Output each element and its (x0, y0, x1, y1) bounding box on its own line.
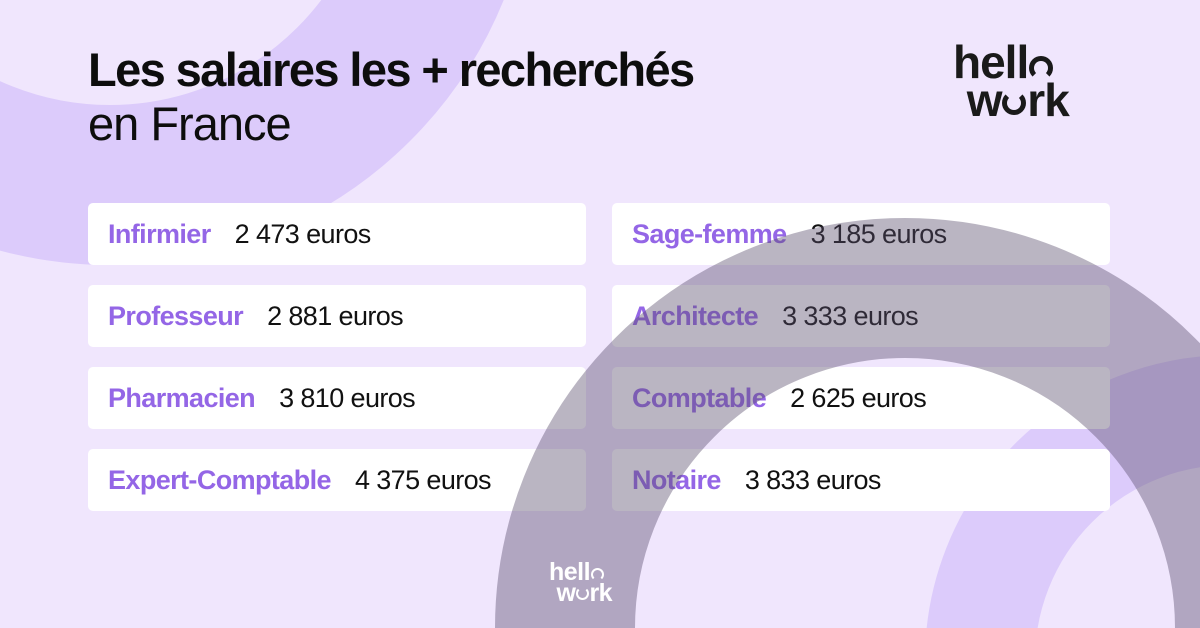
logo-row-2: w rk (966, 73, 1070, 126)
salary-card: Pharmacien 3 810 euros (88, 367, 586, 429)
salary-card: Expert-Comptable 4 375 euros (88, 449, 586, 511)
logo-o-arc-icon (1002, 90, 1027, 115)
job-title: Comptable (632, 382, 767, 413)
logo-o-arc-icon (575, 587, 589, 600)
job-title: Infirmier (108, 218, 211, 249)
job-title: Architecte (632, 300, 759, 331)
salary-value: 2 625 euros (790, 382, 927, 413)
purple-ring-top-left (0, 0, 504, 265)
logo-o-arc-icon (1029, 56, 1054, 81)
job-title: Notaire (632, 464, 721, 495)
salary-value: 3 185 euros (810, 218, 948, 249)
hellowork-logo: hell w rk (953, 39, 1070, 126)
headline: Les salaires les + recherchés en France (88, 43, 695, 152)
purple-ring-bottom-right (926, 356, 1200, 628)
salary-card: Sage-femme 3 185 euros (612, 203, 1110, 265)
logo-o-arc-icon (590, 568, 604, 582)
salary-value: 2 473 euros (234, 218, 372, 249)
salary-card: Notaire 3 833 euros (612, 449, 1110, 511)
headline-line-1: Les salaires les + recherchés (88, 43, 695, 96)
salary-card: Professeur 2 881 euros (88, 285, 586, 347)
salary-value: 2 881 euros (267, 300, 404, 331)
job-title: Professeur (108, 300, 244, 331)
logo-row-2: w rk (556, 578, 613, 607)
salary-card: Comptable 2 625 euros (612, 367, 1110, 429)
logo-row-1: hell (953, 39, 1069, 85)
salary-card: Infirmier 2 473 euros (88, 203, 586, 265)
job-title: Expert-Comptable (108, 464, 332, 495)
job-title: Sage-femme (632, 218, 787, 249)
headline-line-2: en France (88, 97, 292, 150)
hellowork-logo-footer: hell w rk (549, 560, 613, 607)
salary-value: 3 833 euros (744, 464, 882, 495)
salary-card: Architecte 3 333 euros (612, 285, 1110, 347)
logo-row-1: hell (549, 560, 612, 585)
salary-value: 3 810 euros (279, 382, 416, 413)
salary-value: 4 375 euros (354, 464, 492, 495)
job-title: Pharmacien (108, 382, 256, 413)
salary-value: 3 333 euros (782, 300, 919, 331)
